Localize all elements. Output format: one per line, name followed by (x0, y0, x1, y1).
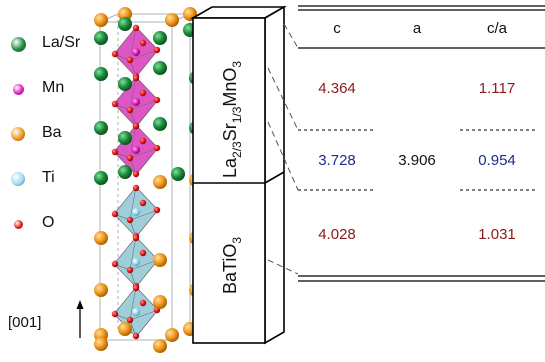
ba-atom (165, 13, 179, 27)
connector-lines (267, 23, 299, 275)
mn-atom (132, 98, 140, 106)
oxygen-atom (132, 170, 140, 178)
oxygen-atom (111, 210, 119, 218)
header-c: c (333, 20, 341, 37)
ba-atom (94, 283, 108, 297)
oxygen-atom (126, 316, 134, 324)
table-rules (298, 5, 545, 282)
ba-atom (118, 322, 132, 336)
ba-atom (94, 337, 108, 351)
oxygen-atom (126, 266, 134, 274)
interface-line-side (264, 171, 285, 184)
legend-label: Ba (42, 124, 62, 141)
oxygen-atom (111, 148, 119, 156)
column-front-face (192, 17, 266, 344)
oxygen-atom (139, 89, 147, 97)
oxygen-atom (153, 46, 161, 54)
ba-atom (94, 231, 108, 245)
oxygen-atom (153, 144, 161, 152)
oxygen-atom (139, 249, 147, 257)
oxygen-atom (153, 206, 161, 214)
la-sr-atom (118, 165, 132, 179)
mn-atom (132, 146, 140, 154)
legend-label: La/Sr (42, 34, 81, 51)
light-blue-sphere-icon (11, 172, 25, 186)
oxygen-atom (132, 24, 140, 32)
table-dashed-rules (298, 129, 538, 191)
oxygen-atom (111, 100, 119, 108)
legend-item: Ti (10, 169, 120, 216)
oxygen-atom (126, 56, 134, 64)
oxygen-atom (139, 39, 147, 47)
oxygen-atom (139, 199, 147, 207)
oxygen-atom (126, 154, 134, 162)
legend: La/Sr Mn Ba Ti O (10, 34, 120, 261)
bto-layer-label: BaTiO3 (220, 237, 244, 294)
oxygen-atom (126, 216, 134, 224)
direction-label: [001] (8, 314, 42, 331)
ba-atom (118, 7, 132, 21)
legend-item: Ba (10, 124, 120, 171)
ba-atom (165, 328, 179, 342)
oxygen-atom (153, 96, 161, 104)
ti-atom (132, 208, 140, 216)
oxygen-atom (132, 184, 140, 192)
row2-c: 3.728 (318, 152, 356, 169)
oxygen-atom (111, 310, 119, 318)
ba-atom (153, 175, 167, 189)
row1-c: 4.364 (318, 80, 356, 97)
direction-arrow (76, 300, 84, 338)
la-sr-atom (118, 77, 132, 91)
legend-item: La/Sr (10, 34, 120, 81)
oxygen-atom (139, 137, 147, 145)
column-side-face (264, 5, 285, 345)
row2-ca: 0.954 (478, 152, 516, 169)
la-sr-atom (153, 61, 167, 75)
oxygen-atom (111, 260, 119, 268)
oxygen-atom (126, 106, 134, 114)
la-sr-atom (153, 31, 167, 45)
row3-c: 4.028 (318, 226, 356, 243)
header-ca: c/a (486, 20, 507, 37)
oxygen-atom (132, 284, 140, 292)
legend-item: Mn (10, 79, 120, 126)
la-sr-atom (118, 131, 132, 145)
ti-atom (132, 258, 140, 266)
lsmo-layer-label: La2/3Sr1/3MnO3 (220, 61, 244, 178)
green-sphere-icon (10, 36, 26, 52)
ba-atom (153, 295, 167, 309)
la-sr-atom (153, 117, 167, 131)
la-sr-atom (94, 121, 108, 135)
legend-label: Mn (42, 79, 65, 96)
ti-atom (132, 308, 140, 316)
magenta-sphere-icon (12, 83, 24, 95)
orange-sphere-icon (11, 127, 25, 141)
ba-atom (153, 253, 167, 267)
legend-label: Ti (42, 169, 55, 186)
legend-item: O (10, 214, 120, 261)
row2-a: 3.906 (398, 152, 436, 169)
la-sr-atom (171, 167, 185, 181)
oxygen-atom (111, 50, 119, 58)
la-sr-atom (94, 67, 108, 81)
oxygen-atom (132, 234, 140, 242)
red-sphere-icon (13, 219, 23, 229)
legend-label: O (42, 214, 55, 231)
la-sr-atom (94, 31, 108, 45)
row1-ca: 1.117 (478, 80, 516, 97)
la-sr-atom (94, 171, 108, 185)
header-a: a (412, 20, 422, 37)
oxygen-atom (132, 332, 140, 340)
mn-atom (132, 48, 140, 56)
ba-atom (94, 13, 108, 27)
row3-ca: 1.031 (478, 226, 516, 243)
ba-atom (153, 339, 167, 353)
oxygen-atom (132, 74, 140, 82)
la-sr-atom (118, 17, 132, 31)
oxygen-atom (139, 299, 147, 307)
oxygen-atom (132, 122, 140, 130)
